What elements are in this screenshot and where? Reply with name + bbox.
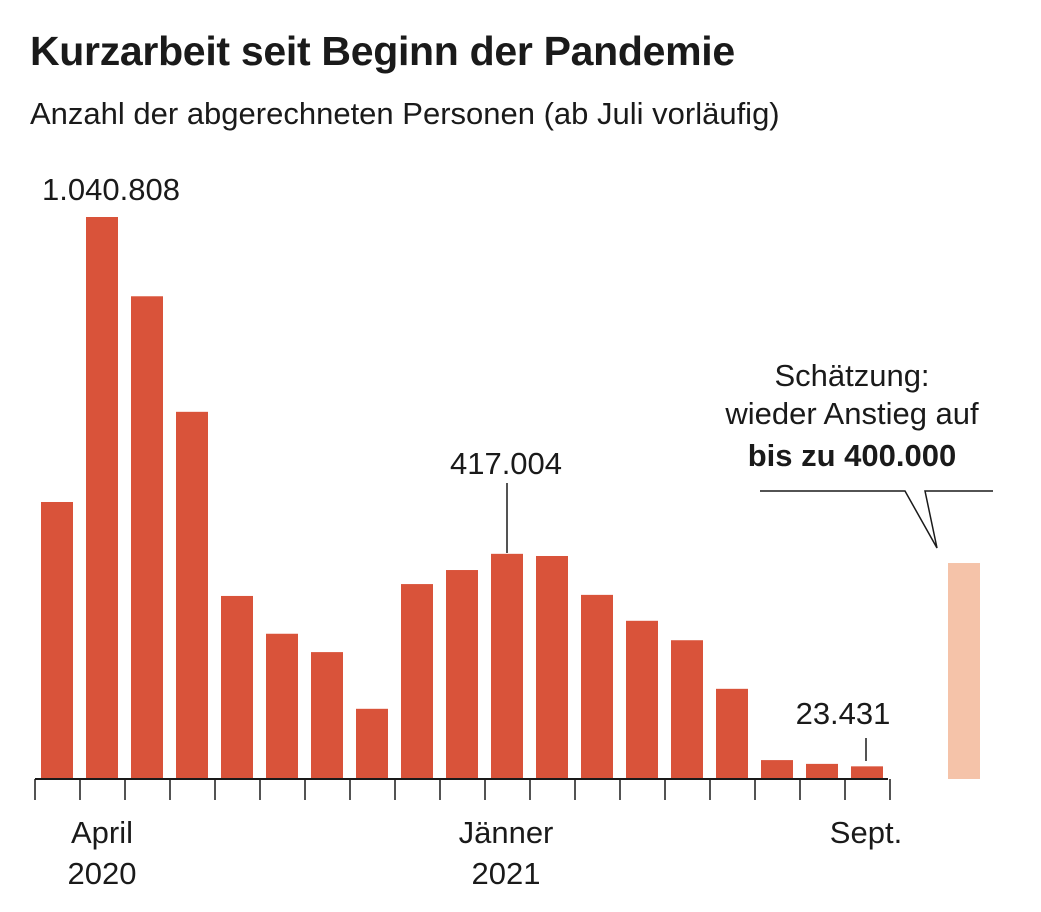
data-label-peak: 1.040.808 — [42, 172, 180, 207]
bar-2021-07 — [761, 760, 793, 779]
annotation-line-3: bis zu 400.000 — [748, 438, 957, 473]
x-label-april: April — [71, 815, 133, 850]
x-label-sept: Sept. — [830, 815, 902, 850]
bar-2020-11 — [401, 584, 433, 779]
bar-2021-05 — [671, 640, 703, 779]
bar-2020-06 — [176, 411, 208, 779]
bar-2021-01 — [491, 553, 523, 779]
data-label-september: 23.431 — [796, 696, 891, 731]
x-label-2021: 2021 — [472, 856, 541, 891]
bar-2020-05 — [131, 296, 163, 779]
chart-subtitle: Anzahl der abgerechneten Personen (ab Ju… — [30, 96, 780, 131]
bar-2021-08 — [806, 763, 838, 779]
bar-2021-03 — [581, 594, 613, 779]
annotation-line-1: Schätzung: — [774, 358, 929, 393]
annotation-line-2: wieder Anstieg auf — [724, 396, 979, 431]
bar-2020-12 — [446, 570, 478, 779]
bar-2020-09 — [311, 652, 343, 779]
x-label-jaenner: Jänner — [459, 815, 554, 850]
bar-2020-04 — [86, 217, 118, 779]
chart-title: Kurzarbeit seit Beginn der Pandemie — [30, 28, 735, 74]
bar-2020-08 — [266, 633, 298, 779]
data-label-january: 417.004 — [450, 446, 562, 481]
bar-2021-04 — [626, 620, 658, 779]
bar-2020-10 — [356, 708, 388, 779]
bar-2020-07 — [221, 595, 253, 779]
bar-2021-09 — [851, 766, 883, 779]
annotation-callout — [760, 490, 993, 549]
x-label-2020: 2020 — [68, 856, 137, 891]
bar-estimate — [948, 563, 980, 779]
bar-2021-06 — [716, 688, 748, 779]
bar-2021-02 — [536, 555, 568, 779]
bar-2020-03 — [41, 501, 73, 779]
